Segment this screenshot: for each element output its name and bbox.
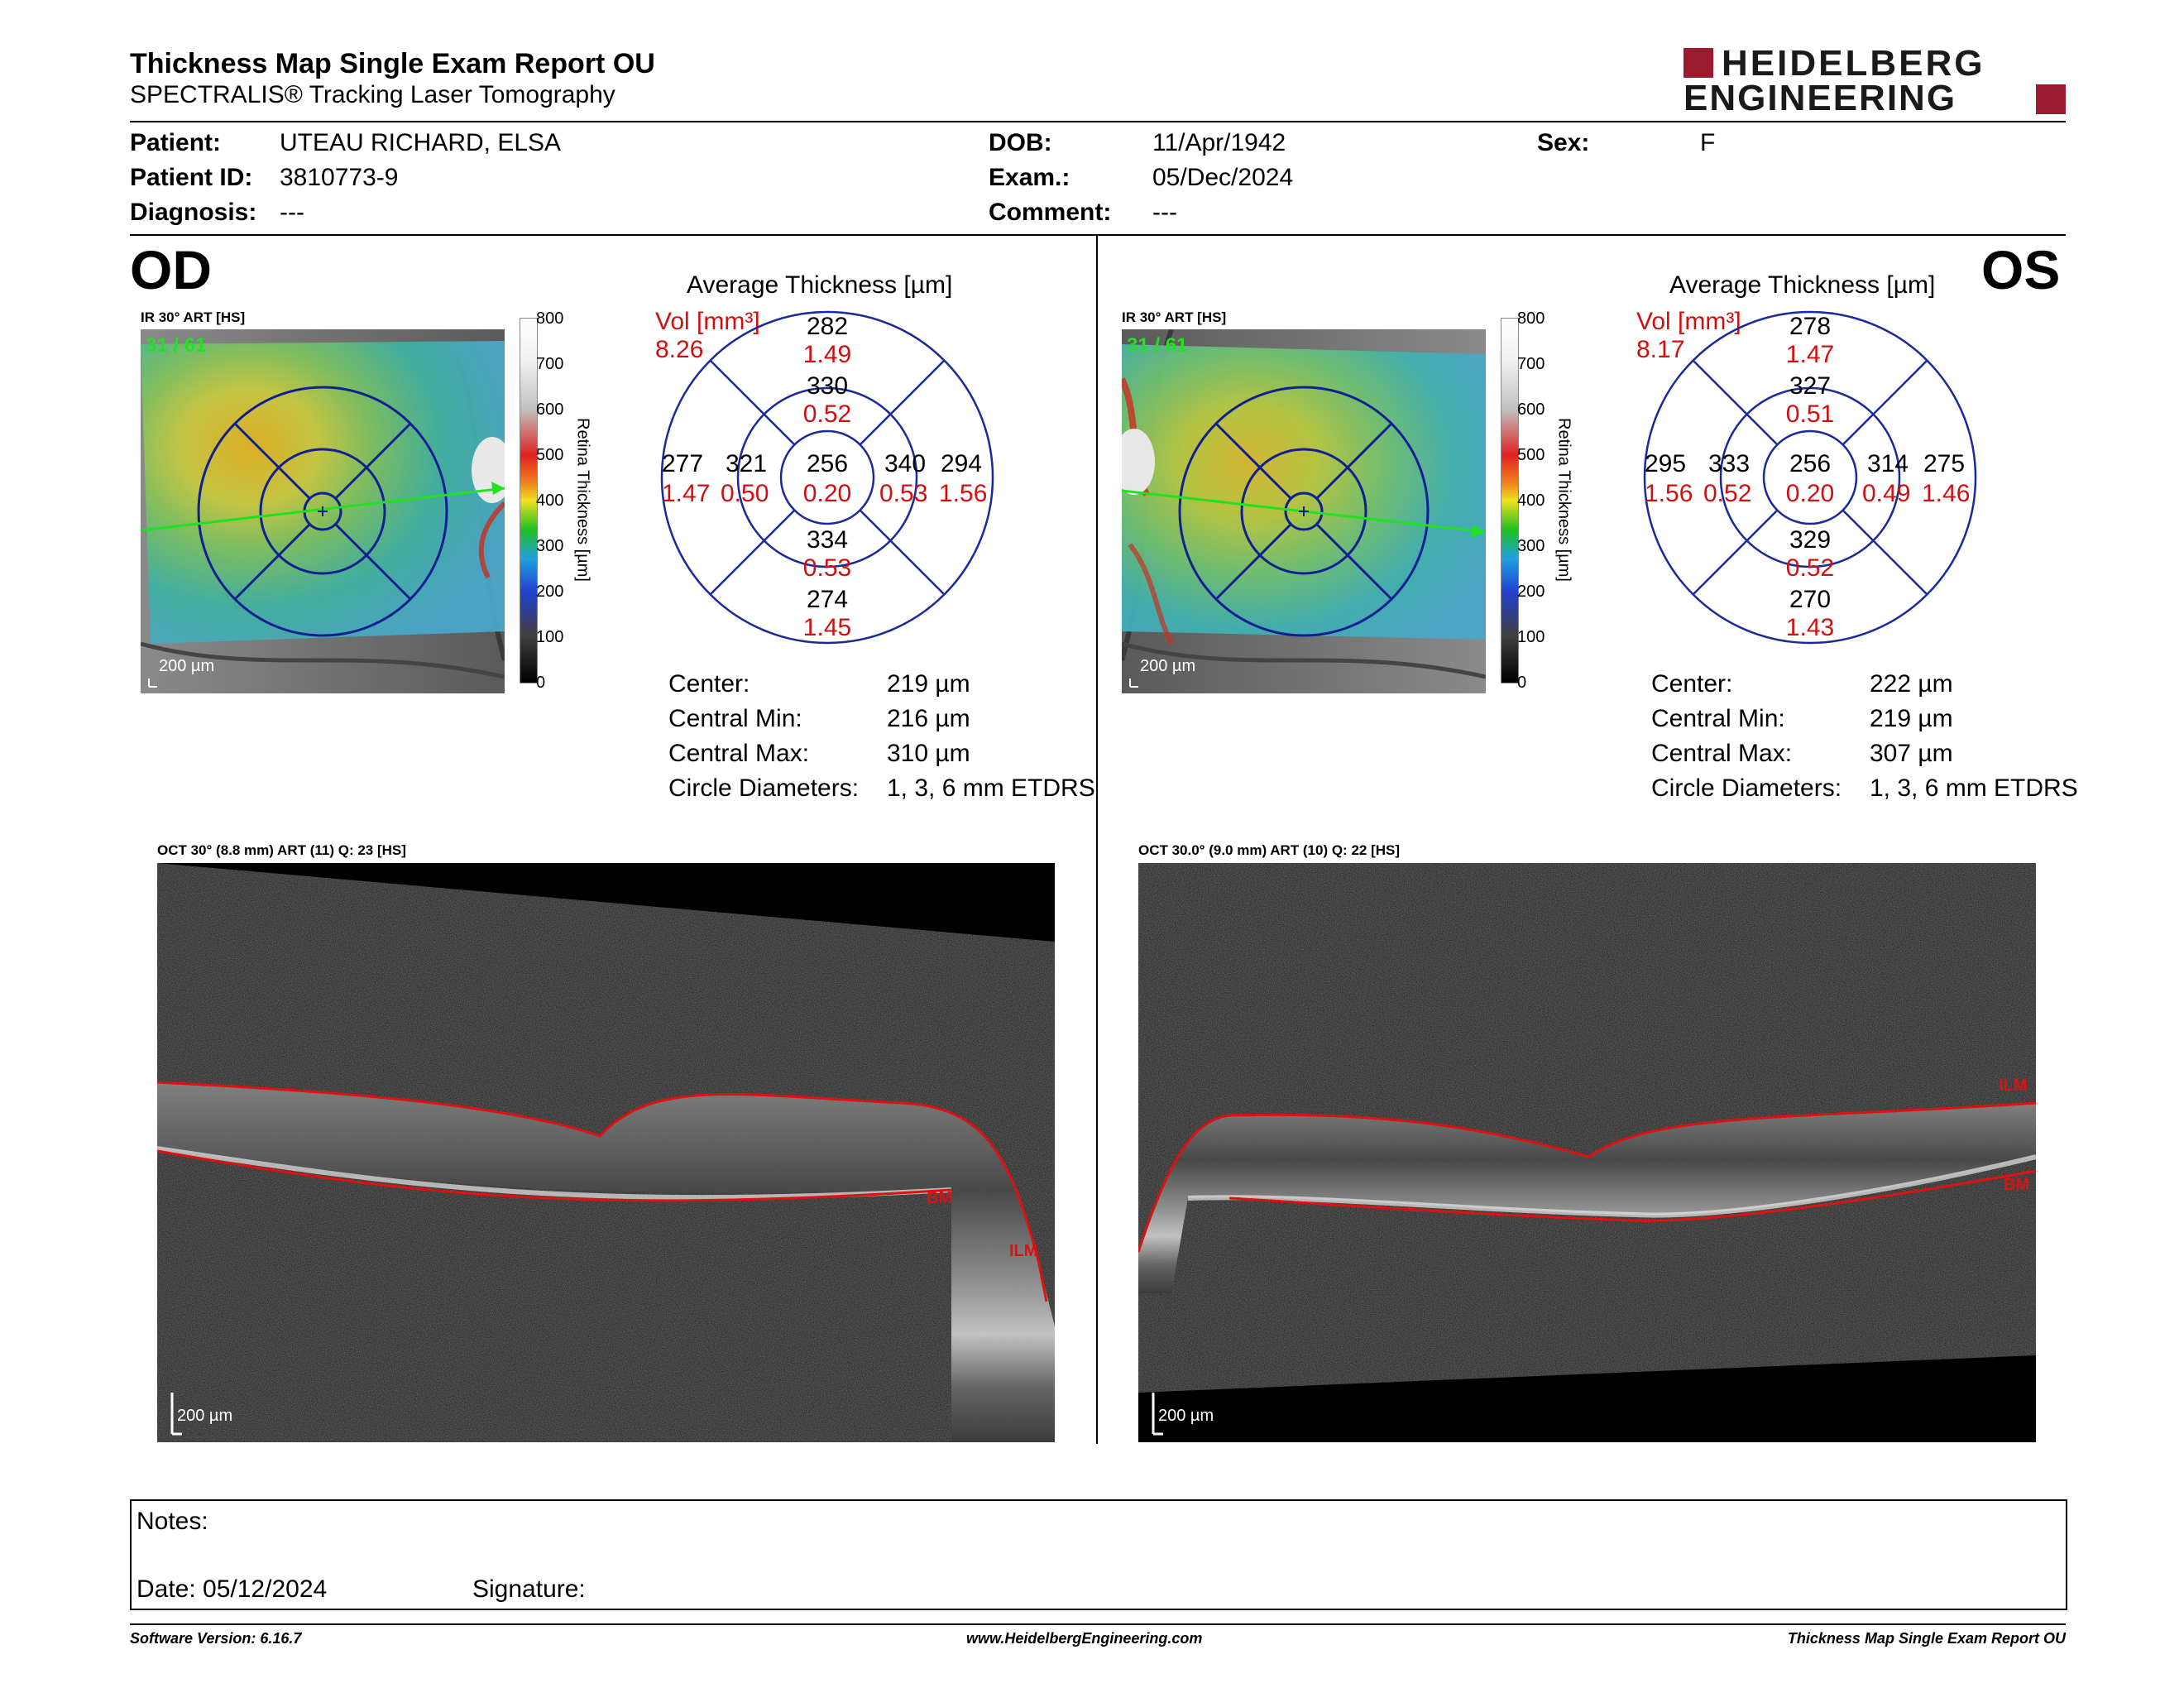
software-version: Software Version: 6.16.7 [130,1630,302,1647]
sex-value: F [1700,129,1716,156]
os-vol-value: 8.17 [1636,336,1685,363]
od-vol-label: Vol [mm³] [655,308,760,335]
od-bm-label: BM [927,1189,953,1207]
os-central-max-value: 307 µm [1870,740,1953,767]
od-colorbar-ticks: 800 700 600 500 400 300 200 100 0 [536,309,564,692]
os-frame-counter: 31 / 61 [1127,334,1188,357]
od-central-min-value: 216 µm [887,705,970,732]
od-oct-label: OCT 30° (8.8 mm) ART (11) Q: 23 [HS] [157,842,406,858]
os-oct-label: OCT 30.0° (9.0 mm) ART (10) Q: 22 [HS] [1138,842,1401,858]
od-colorbar [520,318,538,683]
od-circle-diam-value: 1, 3, 6 mm ETDRS [887,774,1095,802]
exam-value: 05/Dec/2024 [1152,164,1294,191]
dob-label: DOB: [989,129,1052,156]
os-vol-label: Vol [mm³] [1636,308,1741,335]
os-oct-bscan: ILM BM 200 µm [1138,863,2036,1442]
od-oct-bscan: BM ILM 200 µm [157,863,1055,1442]
patient-name: UTEAU RICHARD, ELSA [280,129,562,156]
os-oct-scale: 200 µm [1158,1407,1214,1425]
os-circle-diam-label: Circle Diameters: [1651,774,1842,802]
od-avg-title: Average Thickness [µm] [687,271,953,299]
diagnosis-label: Diagnosis: [130,199,257,226]
date-label: Date: 05/12/2024 [136,1575,328,1603]
od-grid-values: 282 1.49 330 0.52 277 1.47 321 0.50 256 … [662,313,988,641]
os-center-label: Center: [1651,670,1733,698]
sex-label: Sex: [1537,129,1590,156]
footer-report-name: Thickness Map Single Exam Report OU [1787,1630,2066,1647]
os-scale-label: 200 µm [1140,657,1196,675]
os-ilm-label: ILM [1999,1077,2028,1095]
od-scale-label: 200 µm [159,657,215,675]
od-frame-counter: 31 / 61 [146,334,207,357]
comment-value: --- [1152,199,1177,226]
od-central-min-label: Central Min: [668,705,802,732]
comment-label: Comment: [989,199,1112,226]
signature-label: Signature: [472,1575,586,1603]
os-bm-label: BM [2004,1176,2030,1194]
heidelberg-logo: HEIDELBERG ENGINEERING [1684,43,2066,118]
od-colorbar-title: Retina Thickness [µm] [573,418,592,582]
os-colorbar-title: Retina Thickness [µm] [1554,418,1573,582]
os-grid-values: 278 1.47 327 0.51 295 1.56 333 0.52 256 … [1645,313,1971,641]
diagnosis-value: --- [280,199,304,226]
os-colorbar-ticks: 800 700 600 500 400 300 200 100 0 [1517,309,1545,692]
website-link[interactable]: www.HeidelbergEngineering.com [966,1630,1203,1647]
os-eye-label: OS [1981,239,2061,300]
od-center-value: 219 µm [887,670,970,698]
exam-label: Exam.: [989,164,1070,191]
od-center-label: Center: [668,670,750,698]
od-ir-label: IR 30° ART [HS] [141,309,246,325]
od-fundus-map: 31 / 61 200 µm [141,329,505,693]
patient-id: 3810773-9 [280,164,399,191]
od-central-max-label: Central Max: [668,740,810,767]
os-etdrs-grid [1643,310,1977,645]
os-central-max-label: Central Max: [1651,740,1793,767]
logo-line-1: HEIDELBERG [1722,43,1985,84]
od-vol-value: 8.26 [655,336,704,363]
od-eye-label: OD [130,239,212,300]
os-central-min-value: 219 µm [1870,705,1953,732]
logo-line-2: ENGINEERING [1684,78,1957,118]
eye-divider [1096,236,1098,1444]
patient-id-label: Patient ID: [130,164,253,191]
notes-box: Notes: Date: 05/12/2024 Signature: [130,1499,2067,1610]
os-ir-label: IR 30° ART [HS] [1122,309,1227,325]
os-colorbar [1501,318,1519,683]
notes-label: Notes: [136,1508,208,1535]
dob-value: 11/Apr/1942 [1152,129,1286,156]
report-title: Thickness Map Single Exam Report OU [130,48,655,79]
os-central-min-label: Central Min: [1651,705,1785,732]
os-center-value: 222 µm [1870,670,1953,698]
os-circle-diam-value: 1, 3, 6 mm ETDRS [1870,774,2078,802]
od-oct-scale: 200 µm [177,1407,233,1425]
os-avg-title: Average Thickness [µm] [1669,271,1936,299]
patient-label: Patient: [130,129,222,156]
report-subtitle: SPECTRALIS® Tracking Laser Tomography [130,81,615,108]
od-circle-diam-label: Circle Diameters: [668,774,860,802]
od-central-max-value: 310 µm [887,740,970,767]
od-ilm-label: ILM [1009,1242,1038,1260]
od-etdrs-grid [660,310,994,645]
os-fundus-map: 31 / 61 200 µm [1122,329,1486,693]
